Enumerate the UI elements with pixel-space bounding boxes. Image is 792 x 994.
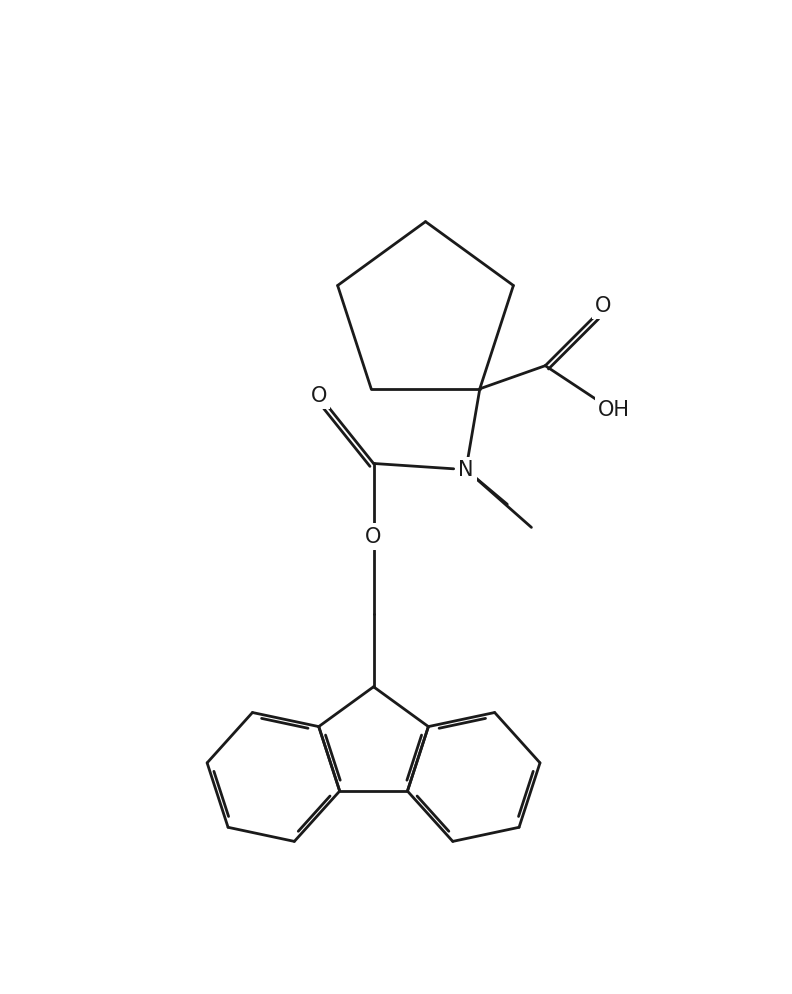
Text: O: O xyxy=(365,527,382,547)
Text: N: N xyxy=(459,459,474,480)
Text: O: O xyxy=(365,527,382,547)
Text: OH: OH xyxy=(598,401,630,420)
Text: O: O xyxy=(311,386,327,406)
Text: OH: OH xyxy=(598,401,630,420)
Text: O: O xyxy=(596,295,611,316)
Text: O: O xyxy=(596,295,611,316)
Text: O: O xyxy=(311,386,327,406)
Text: N: N xyxy=(459,459,474,480)
